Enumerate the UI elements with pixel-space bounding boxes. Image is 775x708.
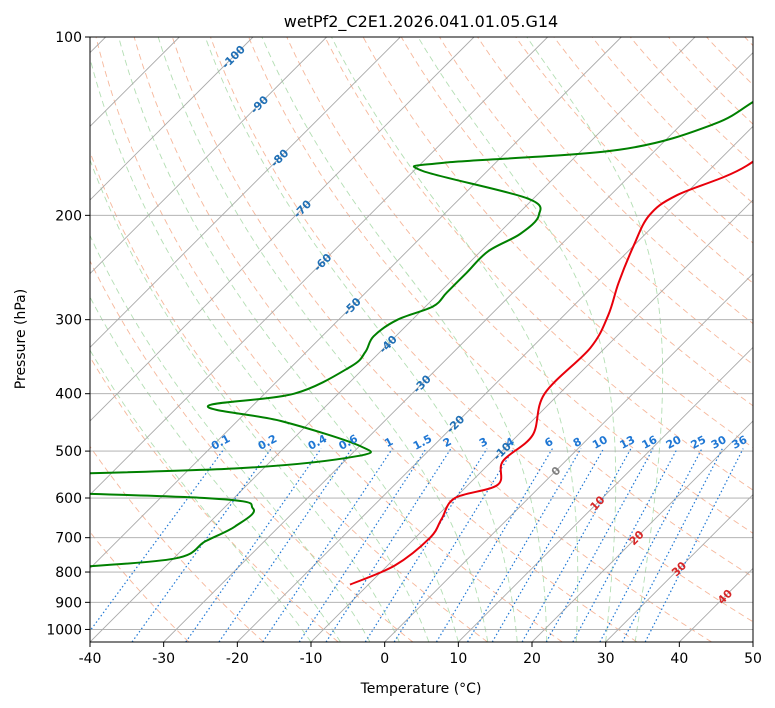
x-axis-label: Temperature (°C) [360,681,482,697]
mixing-ratio-line [90,448,225,632]
dry-adiabat [90,445,264,642]
dry-adiabat [324,37,753,491]
y-tick-label: 700 [55,531,82,547]
y-tick-label: 600 [55,491,82,507]
x-tick-label: 20 [523,651,541,667]
mixing-ratio-line [572,448,678,642]
dry-adiabat [286,37,753,534]
isotherm-line [531,420,753,642]
mixing-ratio-line [185,448,322,642]
isotherms [90,37,753,642]
pressure-gridlines [90,37,753,630]
y-tick-label: 900 [55,595,82,611]
moist-adiabat [90,158,400,642]
x-axis: -40 -30 -20 -10 0 10 20 30 40 50 [79,642,762,667]
y-tick-label: 500 [55,444,82,460]
dry-adiabat [400,37,753,407]
isotherm-line [90,37,327,275]
x-tick-label: 40 [670,651,688,667]
mixing-ratio-line [644,448,744,642]
chart-title: wetPf2_C2E1.2026.041.01.05.G14 [284,12,558,32]
isotherm-line [384,273,753,642]
mixing-ratio-lines [90,448,744,642]
mixing-ratio-line [491,448,605,642]
dry-adiabat [438,37,753,365]
mixing-ratio-line [521,448,632,642]
x-tick-label: 50 [744,651,762,667]
dry-adiabat [171,37,712,642]
dry-adiabat [90,259,414,642]
mixing-ratio-label: 10 [590,433,610,452]
plot-frame [89,36,754,643]
mixing-ratio-label: 20 [664,433,684,452]
mixing-ratio-line [621,448,723,642]
dry-adiabat [90,150,488,642]
moist-adiabat [90,296,341,642]
x-tick-label: 10 [449,651,467,667]
mixing-ratio-line [545,448,654,642]
mixing-ratio-line [599,448,703,642]
y-tick-label: 300 [55,313,82,329]
y-tick-label: 400 [55,387,82,403]
x-tick-label: 0 [380,651,389,667]
x-tick-label: -30 [152,651,175,667]
isotherm-line [458,346,753,642]
x-tick-label: -10 [300,651,323,667]
dry-adiabat [248,37,753,578]
mixing-ratio-label: 36 [730,433,750,452]
mixing-ratio-label: 13 [618,433,638,452]
moist-adiabat [331,37,579,642]
dry-adiabat [95,37,563,642]
mixing-ratio-label: 30 [709,433,729,452]
isotherm-line [90,37,475,422]
dry-adiabat [553,37,753,244]
isotherm-line [90,37,548,496]
dry-adiabat [362,37,753,449]
mixing-ratio-line [262,448,393,642]
isotherm-line [237,125,753,642]
moist-adiabat [90,234,371,642]
temperature-line [349,160,753,586]
mixing-ratio-line [218,448,353,642]
dry-adiabat [133,37,638,642]
y-axis: 100 200 300 400 500 600 700 800 900 1000 [46,30,90,638]
isotherm-line [163,52,753,642]
x-tick-label: 30 [597,651,615,667]
x-tick-label: -20 [226,651,249,667]
moist-adiabat [90,56,430,642]
y-tick-label: 1000 [46,622,82,638]
moist-adiabat [526,37,664,642]
y-tick-label: 200 [55,208,82,224]
mixing-ratio-line [466,448,582,642]
profile-lines [90,100,753,586]
y-tick-label: 100 [55,30,82,46]
dry-adiabat [210,37,753,623]
y-axis-label: Pressure (hPa) [13,289,29,389]
isotherm-line [605,494,753,642]
isotherm-line [90,37,254,201]
moist-adiabat [417,37,617,642]
isotherm-line [90,37,401,348]
isotherm-line [90,37,622,569]
mixing-ratio-line [435,448,554,642]
mixing-ratio-label: 25 [689,433,709,452]
isotherm-line [90,37,696,642]
moist-adiabat [157,37,489,642]
mixing-ratio-label: 16 [640,433,660,452]
moist-adiabat [204,37,518,642]
x-tick-label: -40 [79,651,102,667]
dewpoint-line [90,100,753,568]
moist-adiabat [261,37,548,642]
mixing-ratio-line [298,448,427,642]
dry-adiabat [629,37,753,165]
isotherm-line [310,199,753,642]
y-tick-label: 800 [55,565,82,581]
